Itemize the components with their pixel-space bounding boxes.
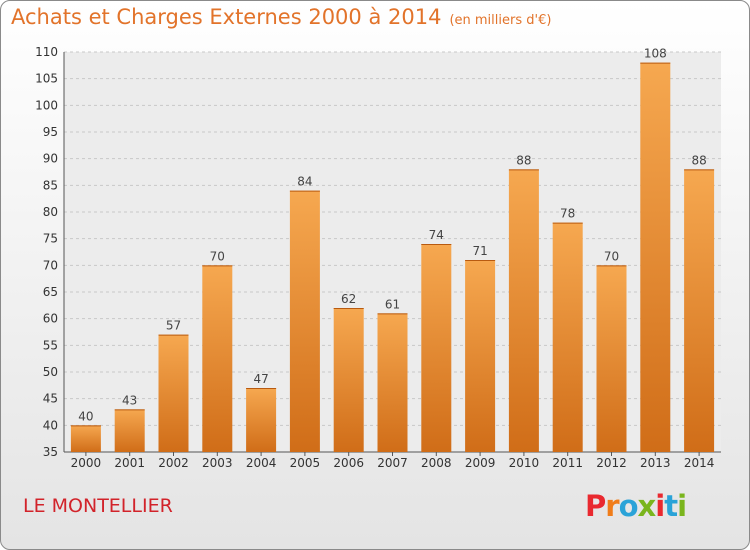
bar [421, 244, 452, 452]
x-tick-label: 2009 [465, 456, 496, 470]
logo-letter: i [655, 489, 665, 523]
logo-letter: P [585, 489, 606, 523]
x-tick-label: 2002 [158, 456, 189, 470]
y-tick-label: 100 [35, 98, 58, 112]
bar [70, 425, 101, 452]
data-label: 74 [429, 228, 444, 242]
y-tick-label: 35 [43, 445, 58, 459]
data-label: 78 [560, 207, 575, 221]
x-tick-label: 2008 [421, 456, 452, 470]
y-tick-label: 45 [43, 392, 58, 406]
y-tick-label: 105 [35, 72, 58, 86]
y-tick-label: 75 [43, 232, 58, 246]
bar [289, 190, 320, 452]
bar [684, 169, 715, 453]
x-tick-label: 2000 [71, 456, 102, 470]
data-label: 57 [166, 319, 181, 333]
commune-name: LE MONTELLIER [23, 495, 173, 517]
y-tick-label: 70 [43, 258, 58, 272]
data-label: 47 [253, 372, 268, 386]
y-tick-label: 50 [43, 365, 58, 379]
y-tick-label: 110 [35, 45, 58, 59]
chart-subtitle: (en milliers d'€) [449, 13, 552, 28]
chart-title-text: Achats et Charges Externes 2000 à 2014 [11, 5, 442, 29]
bar [333, 308, 364, 452]
y-tick-label: 55 [43, 338, 58, 352]
x-tick-label: 2012 [596, 456, 627, 470]
x-tick-label: 2007 [377, 456, 408, 470]
data-label: 62 [341, 292, 356, 306]
bar [377, 313, 408, 452]
logo-letter: i [677, 489, 687, 523]
bar [640, 62, 671, 453]
y-tick-label: 90 [43, 152, 58, 166]
logo-letter: t [664, 489, 678, 523]
bar [246, 388, 277, 452]
chart-title: Achats et Charges Externes 2000 à 2014 (e… [11, 5, 551, 29]
x-tick-label: 2013 [640, 456, 671, 470]
bar [158, 334, 189, 452]
data-label: 70 [210, 249, 225, 263]
bar [465, 260, 496, 452]
bar [596, 265, 627, 452]
y-tick-label: 95 [43, 125, 58, 139]
x-tick-label: 2011 [552, 456, 583, 470]
bar [114, 409, 145, 452]
bar [202, 265, 233, 452]
x-tick-label: 2006 [333, 456, 364, 470]
proxiti-logo: Proxiti [585, 489, 687, 523]
y-tick-label: 80 [43, 205, 58, 219]
x-tick-label: 2014 [684, 456, 715, 470]
y-tick-label: 60 [43, 312, 58, 326]
bar [508, 169, 539, 453]
data-label: 43 [122, 393, 137, 407]
data-label: 61 [385, 297, 400, 311]
data-label: 88 [691, 153, 706, 167]
x-tick-label: 2010 [509, 456, 540, 470]
logo-letter: r [605, 489, 619, 523]
data-label: 108 [644, 47, 667, 61]
x-tick-label: 2001 [114, 456, 145, 470]
data-label: 40 [78, 409, 93, 423]
y-tick-label: 65 [43, 285, 58, 299]
data-label: 71 [472, 244, 487, 258]
data-label: 84 [297, 175, 312, 189]
data-label: 88 [516, 153, 531, 167]
x-tick-label: 2005 [290, 456, 321, 470]
y-tick-label: 85 [43, 178, 58, 192]
logo-letter: o [618, 489, 639, 523]
y-tick-label: 40 [43, 418, 58, 432]
data-label: 70 [604, 249, 619, 263]
x-tick-label: 2003 [202, 456, 233, 470]
logo-letter: x [637, 489, 657, 523]
x-tick-label: 2004 [246, 456, 277, 470]
bar [552, 222, 583, 452]
